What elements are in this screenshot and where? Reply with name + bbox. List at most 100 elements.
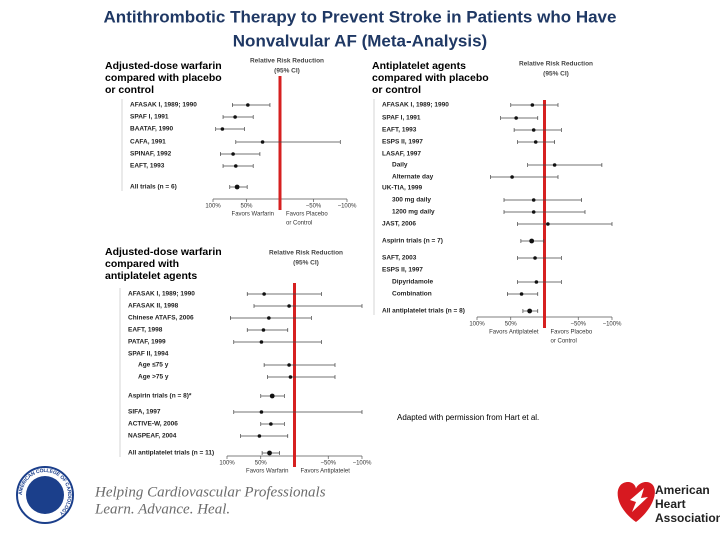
row-label: AFASAK II, 1998 (128, 303, 179, 310)
point-estimate (531, 128, 536, 132)
row-label: SAFT, 2003 (382, 255, 417, 262)
row-label: Chinese ATAFS, 2006 (128, 315, 194, 322)
point-estimate (269, 422, 273, 426)
panel-heading: compared with placebo (372, 72, 489, 84)
point-estimate (546, 222, 550, 226)
point-estimate (519, 292, 524, 296)
column-header: Relative Risk Reduction (269, 250, 343, 257)
point-estimate (261, 328, 266, 332)
row-label: CAFA, 1991 (130, 139, 166, 146)
point-estimate (529, 238, 535, 244)
seal-inner (26, 476, 64, 514)
aha-name: Heart (655, 497, 686, 511)
panel-heading: Antiplatelet agents (372, 60, 466, 72)
column-header: (95% CI) (293, 260, 319, 267)
aha-name: Association. (655, 511, 720, 525)
acc-tagline: Helping Cardiovascular Professionals (94, 484, 326, 500)
row-label: All antiplatelet trials (n = 8) (382, 308, 465, 315)
panel-heading: Adjusted-dose warfarin (105, 60, 222, 72)
point-estimate (233, 115, 237, 119)
point-estimate (267, 316, 271, 320)
column-header: Relative Risk Reduction (519, 61, 593, 68)
row-label: Age >75 y (138, 374, 169, 381)
row-label: All trials (n = 6) (130, 184, 177, 191)
row-label: UK-TIA, 1999 (382, 185, 422, 192)
x-axis-label: Favors Antiplatelet (301, 469, 351, 475)
point-estimate (259, 410, 264, 414)
row-label: ACTIVE-W, 2006 (128, 421, 178, 428)
aha-logo (617, 482, 655, 522)
row-label: JAST, 2006 (382, 221, 416, 228)
panel-heading: antiplatelet agents (105, 270, 197, 282)
point-estimate (531, 198, 536, 202)
point-estimate (514, 116, 518, 120)
x-axis-label: Favors Placebo (286, 212, 328, 218)
point-estimate (220, 127, 225, 131)
point-estimate (231, 152, 235, 156)
row-label: SPAF II, 1994 (128, 351, 169, 358)
x-tick-label: −100% (353, 461, 373, 467)
row-label: 1200 mg daily (392, 209, 435, 216)
row-label: Dipyridamole (392, 279, 434, 286)
x-tick-label: 50% (505, 322, 518, 328)
row-label: NASPEAF, 2004 (128, 433, 177, 440)
row-label: EAFT, 1993 (130, 163, 165, 170)
row-label: ESPS II, 1997 (382, 139, 423, 146)
point-estimate (527, 308, 533, 314)
point-estimate (287, 304, 291, 308)
x-axis-label: Favors Warfarin (246, 469, 288, 475)
row-label: SPAF I, 1991 (130, 114, 169, 121)
x-tick-label: −100% (338, 204, 358, 210)
point-estimate (552, 163, 557, 167)
x-tick-label: 100% (205, 204, 221, 210)
x-tick-label: 100% (469, 322, 485, 328)
x-tick-label: −50% (306, 204, 322, 210)
row-label: Aspirin trials (n = 7) (382, 238, 443, 245)
column-header: Relative Risk Reduction (250, 58, 324, 65)
point-estimate (288, 375, 293, 379)
row-label: SPINAF, 1992 (130, 151, 172, 158)
x-tick-label: 50% (240, 204, 253, 210)
column-header: (95% CI) (274, 68, 300, 75)
row-label: EAFT, 1993 (382, 127, 417, 134)
column-header: (95% CI) (543, 71, 569, 78)
acc-tagline: Learn. Advance. Heal. (94, 501, 230, 517)
point-estimate (287, 363, 291, 367)
row-label: Alternate day (392, 174, 434, 181)
x-tick-label: −100% (603, 322, 623, 328)
panel-heading: or control (105, 84, 154, 96)
point-estimate (259, 340, 264, 344)
row-label: 300 mg daily (392, 197, 431, 204)
point-estimate (531, 210, 536, 214)
point-estimate (262, 292, 266, 296)
row-label: AFASAK I, 1989; 1990 (382, 102, 449, 109)
source-note: Adapted with permission from Hart et al. (397, 413, 539, 422)
panel-heading: compared with placebo (105, 72, 222, 84)
row-label: AFASAK I, 1989; 1990 (130, 102, 197, 109)
panel-heading: Adjusted-dose warfarin (105, 246, 222, 258)
row-label: PATAF, 1999 (128, 339, 166, 346)
point-estimate (533, 256, 537, 260)
row-label: SIFA, 1997 (128, 409, 161, 416)
row-label: Daily (392, 162, 408, 169)
panel-heading: or control (372, 84, 421, 96)
slide-title: Antithrombotic Therapy to Prevent Stroke… (104, 7, 617, 26)
row-label: Combination (392, 291, 432, 298)
row-label: SPAF I, 1991 (382, 115, 421, 122)
x-tick-label: 50% (255, 461, 268, 467)
point-estimate (530, 103, 535, 107)
point-estimate (267, 450, 272, 456)
point-estimate (257, 434, 262, 438)
row-label: BAATAF, 1990 (130, 126, 173, 133)
row-label: EAFT, 1998 (128, 327, 163, 334)
row-label: Aspirin trials (n = 8)* (128, 393, 192, 400)
row-label: Age ≤75 y (138, 362, 169, 369)
x-tick-label: −50% (570, 322, 586, 328)
point-estimate (510, 175, 514, 179)
point-estimate (234, 184, 240, 190)
x-axis-label: Favors Warfarin (232, 212, 274, 218)
aha-name: American (655, 483, 710, 497)
x-axis-label: or Control (551, 339, 577, 345)
x-tick-label: −50% (320, 461, 336, 467)
